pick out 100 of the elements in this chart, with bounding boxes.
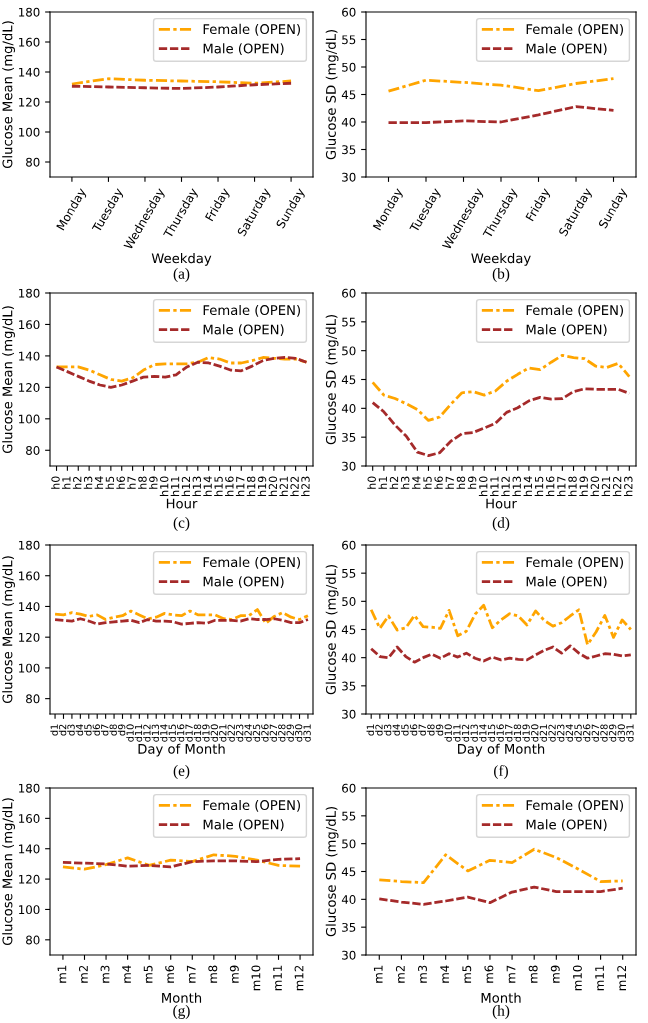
x-tick-label: h8 [138,476,147,489]
line-series [369,644,633,664]
y-tick-label: 180 [19,783,40,793]
x-tick-label: m3 [100,965,110,983]
line-series [61,853,302,871]
y-tick-label: 160 [19,320,40,330]
x-tick-label: d21 [539,724,548,742]
x-axis-title: Month [162,992,202,1003]
y-tick-label: 45 [341,375,356,385]
x-tick-label: d5 [401,724,409,736]
y-axis-title: Glucose Mean (mg/dL) [2,556,15,704]
y-tick-label: 35 [342,681,356,691]
x-tick-label: d13 [470,724,478,742]
x-tick-label: h12 [501,476,510,496]
x-tick-label: h6 [116,476,125,489]
y-tick-label: 50 [342,839,356,849]
x-tick-label: h11 [170,476,180,496]
x-tick-label: d27 [591,724,600,742]
x-tick-label: d23 [556,724,565,742]
x-tick-label: m10 [251,965,261,991]
x-tick-label: h0 [51,476,60,489]
x-tick-label: h9 [148,476,158,489]
y-tick-label: 40 [341,117,356,127]
x-tick-label: d31 [303,724,311,742]
x-tick-label: h9 [467,476,477,489]
x-tick-label: d7 [100,724,109,736]
x-tick-label: d30 [294,724,303,742]
x-tick-label: d26 [261,724,269,742]
x-tick-label: m12 [294,965,304,991]
legend-label: Male (OPEN) [203,43,284,56]
x-tick-label: d16 [496,724,504,742]
text: (f) [494,764,508,780]
x-axis-title: Hour [486,498,517,509]
x-tick-label: d31 [626,724,634,742]
text: (g) [173,1005,190,1019]
x-tick-label: d15 [487,724,496,742]
x-tick-label: m5 [143,965,153,983]
x-tick-label: d11 [453,724,461,742]
line-series [371,387,631,458]
legend-label: Female (OPEN) [526,304,623,317]
text: (e) [173,765,190,779]
x-tick-label: d2 [58,724,67,736]
x-tick-label: m4 [440,965,449,983]
x-tick-label: h8 [456,476,466,489]
line-series [61,857,302,869]
x-tick-label: d9 [117,724,126,736]
x-tick-label: d15 [168,724,176,742]
y-tick-label: 120 [19,632,40,642]
legend-label: Male (OPEN) [526,819,607,832]
x-tick-label: m12 [617,965,626,991]
x-tick-label: d30 [617,724,625,742]
y-tick-label: 120 [19,874,40,884]
x-tick-label: h10 [159,476,169,496]
x-tick-label: m9 [229,965,239,983]
x-tick-label: d10 [444,724,452,742]
y-tick-label: 80 [26,935,40,945]
y-axis-title: Glucose SD (mg/dL) [325,315,339,445]
x-tick-label: m1 [57,965,67,983]
y-tick-label: 100 [19,414,40,424]
x-tick-label: h4 [94,476,104,489]
x-tick-label: d25 [574,724,582,742]
x-tick-label: d18 [513,724,522,742]
text: (a) [173,268,190,282]
x-tick-label: d5 [84,724,92,736]
y-tick-label: 30 [342,950,356,960]
x-tick-label: d23 [235,724,244,742]
x-tick-label: h20 [268,476,278,496]
x-tick-label: d8 [427,724,435,736]
y-tick-label: 100 [19,663,40,673]
y-axis-title: Glucose SD (mg/dL) [325,565,339,695]
x-tick-label: h17 [235,476,245,496]
y-tick-label: 45 [341,90,356,100]
x-tick-label: d20 [210,724,219,742]
y-tick-label: 60 [342,7,356,17]
x-axis-title: Weekday [471,253,531,266]
y-tick-label: 55 [342,569,356,578]
x-tick-label: d27 [269,724,278,742]
legend-label: Female (OPEN) [526,23,623,36]
y-tick-label: 45 [341,867,356,877]
y-tick-label: 160 [19,571,40,581]
y-tick-label: 160 [19,814,40,824]
y-tick-label: 60 [342,783,356,793]
x-tick-label: h10 [478,476,488,496]
y-tick-label: 180 [19,7,40,17]
x-tick-label: d29 [286,724,294,742]
y-tick-label: 55 [342,35,356,45]
x-axis-title: Day of Month [458,743,545,757]
y-tick-label: 35 [342,145,356,155]
x-tick-label: d2 [375,724,383,736]
x-tick-label: h13 [512,476,521,496]
x-tick-label: d14 [478,724,487,742]
x-tick-label: h21 [279,476,288,496]
x-axis-title: Weekday [151,253,212,266]
x-tick-label: m8 [208,965,218,983]
x-tick-label: h2 [72,476,82,489]
y-tick-label: 100 [19,127,40,137]
y-tick-label: 55 [342,317,356,327]
x-tick-label: d14 [159,724,168,742]
x-tick-label: h18 [568,476,577,496]
x-tick-label: d1 [366,724,375,736]
